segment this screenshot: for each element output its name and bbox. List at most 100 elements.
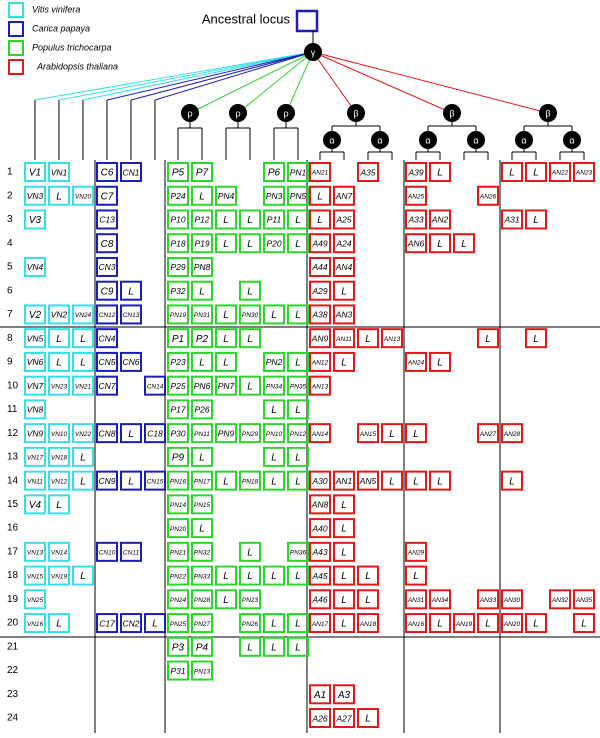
gene-box (144, 375, 166, 396)
row-number: 17 (7, 546, 19, 557)
gene-label: AN27 (479, 431, 497, 438)
gene-label: A44 (311, 262, 327, 272)
gene-box (96, 209, 118, 230)
gene-label: L (413, 476, 419, 487)
gene-box (287, 233, 309, 254)
gene-box (501, 470, 523, 491)
gene-box (215, 589, 237, 610)
gene-label: L (56, 500, 62, 511)
gene-box (309, 470, 331, 491)
gene-box (287, 470, 309, 491)
gene-box (263, 185, 285, 206)
gene-label: L (80, 453, 86, 464)
gene-label: PN10 (266, 431, 283, 438)
gene-box (215, 328, 237, 349)
gene-label: L (56, 334, 62, 345)
gene-label: AN12 (311, 360, 329, 367)
gene-label: L (271, 642, 277, 653)
gene-box (309, 684, 331, 705)
gene-box (167, 328, 189, 349)
gene-box (191, 375, 213, 396)
gene-box (191, 423, 213, 444)
gene-box (215, 423, 237, 444)
tree-branch (58, 51, 314, 101)
gene-box (24, 209, 46, 230)
gene-box (215, 209, 237, 230)
gene-label: C17 (99, 618, 115, 628)
gene-label: CN9 (98, 476, 115, 486)
gene-box (167, 351, 189, 372)
gene-label: L (533, 215, 539, 226)
gene-box (72, 446, 94, 467)
gene-box (24, 185, 46, 206)
row-number: 21 (7, 641, 19, 652)
gene-box (48, 470, 70, 491)
gene-box (263, 565, 285, 586)
gene-label: A26 (311, 713, 327, 723)
gene-label: AN1 (335, 476, 353, 486)
row-number: 13 (7, 452, 19, 463)
gene-label: CN12 (99, 312, 116, 319)
gene-label: PN13 (194, 668, 211, 675)
gene-label: A31 (503, 215, 519, 225)
gene-label: VN3 (27, 191, 44, 201)
gene-box (333, 541, 355, 562)
row-number: 24 (7, 713, 19, 724)
gene-box (357, 613, 379, 634)
gene-label: P3 (172, 642, 185, 653)
gene-label: L (271, 571, 277, 582)
gene-label: L (223, 595, 229, 606)
gene-label: L (295, 358, 301, 369)
gene-box (191, 185, 213, 206)
gene-box (357, 470, 379, 491)
gene-box (333, 565, 355, 586)
tree-node (323, 131, 341, 149)
gene-box (191, 636, 213, 657)
gene-label: AN13 (383, 336, 401, 343)
gene-box (96, 351, 118, 372)
gene-label: P9 (172, 453, 185, 464)
gene-box (120, 423, 142, 444)
gene-box (309, 256, 331, 277)
gene-box (287, 565, 309, 586)
gene-box (429, 589, 451, 610)
gene-box (525, 162, 547, 182)
gene-label: L (271, 405, 277, 416)
gene-label: P12 (194, 215, 209, 225)
gene-label: VN16 (27, 621, 44, 628)
gene-label: L (317, 191, 323, 202)
row-number: 14 (7, 475, 19, 486)
gene-label: L (223, 358, 229, 369)
gene-label: PN36 (290, 550, 307, 557)
gene-box (191, 541, 213, 562)
gene-box (357, 423, 379, 444)
gene-label: VN4 (27, 262, 44, 272)
row-number: 3 (7, 214, 13, 225)
gene-label: VN23 (51, 383, 68, 390)
gene-label: L (533, 168, 539, 179)
gene-box (429, 162, 451, 182)
gene-label: P18 (170, 238, 185, 248)
gene-box (357, 708, 379, 729)
gene-label: P5 (172, 168, 185, 179)
gene-label: L (341, 286, 347, 297)
gene-label: VN12 (51, 478, 68, 485)
row-number: 1 (7, 167, 13, 178)
gene-label: P6 (268, 168, 281, 179)
gene-label: L (152, 619, 158, 630)
tree-node (467, 131, 485, 149)
gene-box (120, 162, 142, 182)
gene-box (525, 328, 547, 349)
gene-box (309, 280, 331, 301)
gene-label: CN2 (122, 618, 139, 628)
gene-label: L (199, 286, 205, 297)
gene-box (309, 541, 331, 562)
gene-box (239, 233, 261, 254)
gene-box (167, 470, 189, 491)
tree-branch (285, 51, 314, 114)
gene-box (191, 613, 213, 634)
gene-box (96, 162, 118, 182)
gene-box (573, 589, 595, 610)
gene-box (477, 423, 499, 444)
gene-label: AN19 (455, 621, 473, 628)
